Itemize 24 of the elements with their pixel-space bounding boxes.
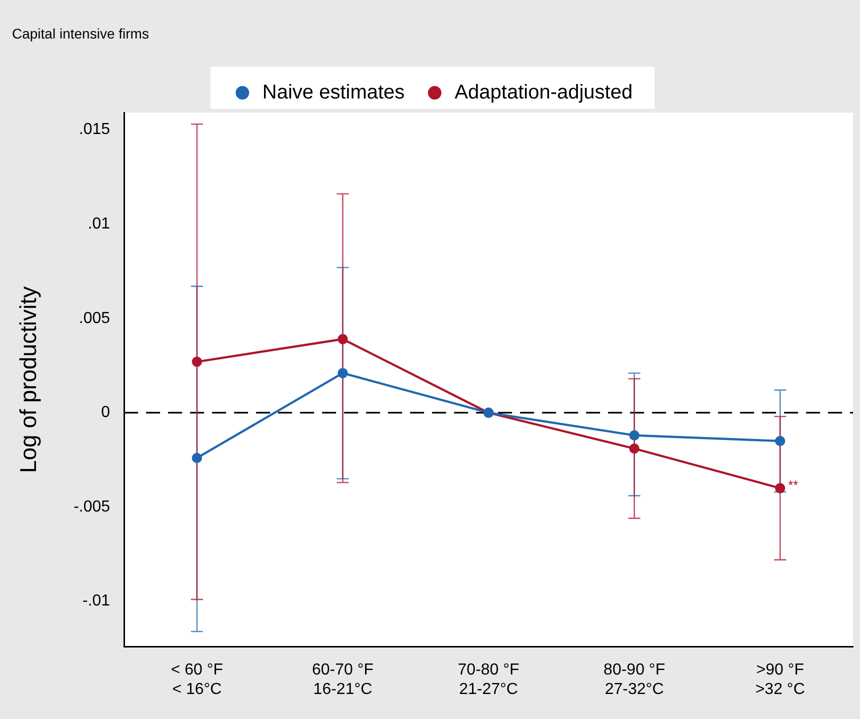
- point: [629, 430, 640, 440]
- y-tick-label: -.01: [82, 592, 110, 610]
- y-axis-title: Log of productivity: [15, 286, 42, 474]
- point: [775, 436, 786, 446]
- y-tick-label: -.005: [74, 498, 110, 516]
- y-tick-label: .015: [78, 121, 110, 138]
- point: [192, 356, 202, 367]
- annotation: **: [788, 478, 798, 493]
- x-tick-label: >90 °F >32 °C: [755, 662, 805, 698]
- x-tick-label: 70-80 °F 21-27°C: [458, 662, 520, 698]
- y-tick-label: .005: [78, 310, 110, 327]
- point: [775, 483, 786, 494]
- point: [629, 443, 640, 454]
- chart-title: Capital intensive firms: [12, 25, 149, 42]
- legend-label: Adaptation-adjusted: [454, 81, 633, 104]
- x-tick-label: < 60 °F < 16°C: [170, 662, 224, 698]
- point: [338, 334, 348, 344]
- point: [338, 368, 348, 378]
- y-tick-label: .01: [88, 215, 110, 232]
- x-tick-label: 60-70 °F 16-21°C: [312, 662, 374, 698]
- x-tick-label: 80-90 °F 27-32°C: [604, 662, 666, 698]
- legend-label: Naive estimates: [262, 81, 405, 104]
- y-tick-label: 0: [101, 404, 110, 422]
- point: [192, 452, 202, 464]
